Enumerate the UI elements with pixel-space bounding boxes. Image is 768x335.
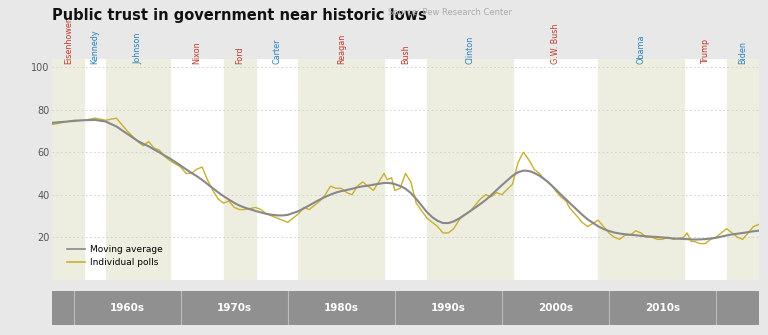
Text: Johnson: Johnson <box>134 32 142 64</box>
Text: Nixon: Nixon <box>192 41 201 64</box>
Text: Bush: Bush <box>401 44 410 64</box>
Text: G.W. Bush: G.W. Bush <box>551 23 560 64</box>
Text: Biden: Biden <box>738 41 747 64</box>
Bar <box>598 59 684 280</box>
Text: 1960s: 1960s <box>110 303 144 313</box>
Bar <box>106 59 170 280</box>
Bar <box>727 59 759 280</box>
Text: Public trust in government near historic lows: Public trust in government near historic… <box>52 8 427 23</box>
Text: 1990s: 1990s <box>431 303 465 313</box>
Bar <box>427 59 512 280</box>
Text: 1970s: 1970s <box>217 303 252 313</box>
Text: Eisenhower: Eisenhower <box>64 18 73 64</box>
Text: Source: Pew Research Center: Source: Pew Research Center <box>388 8 511 17</box>
Text: Reagan: Reagan <box>337 34 346 64</box>
Text: 2000s: 2000s <box>538 303 573 313</box>
Text: 2010s: 2010s <box>645 303 680 313</box>
Text: Trump: Trump <box>700 39 710 64</box>
Bar <box>223 59 256 280</box>
Text: Clinton: Clinton <box>465 36 474 64</box>
Text: Kennedy: Kennedy <box>91 29 100 64</box>
Text: Obama: Obama <box>637 35 646 64</box>
Text: Ford: Ford <box>235 46 244 64</box>
Bar <box>299 59 384 280</box>
Bar <box>52 59 84 280</box>
Legend: Moving average, Individual polls: Moving average, Individual polls <box>64 241 167 271</box>
Text: 1980s: 1980s <box>324 303 359 313</box>
Text: Carter: Carter <box>273 39 282 64</box>
